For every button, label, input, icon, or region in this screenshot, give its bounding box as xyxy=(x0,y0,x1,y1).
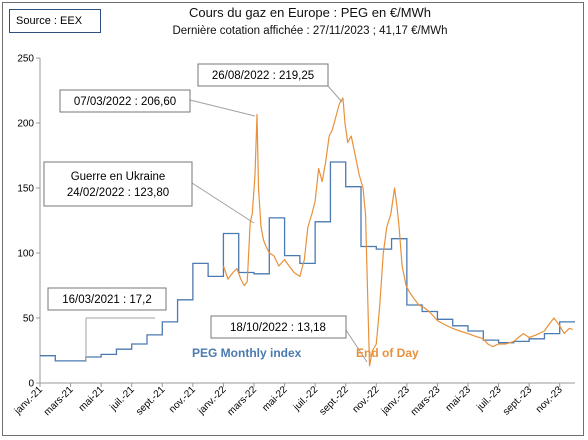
callout-1810: 18/10/2022 : 13,18 xyxy=(210,315,368,363)
callout-1810-text: 18/10/2022 : 13,18 xyxy=(230,322,326,334)
legend-end-of-day: End of Day xyxy=(356,346,419,360)
x-tick-label: juil.-23 xyxy=(474,384,504,414)
series-end-of-day-line xyxy=(222,97,573,367)
x-tick-label: mars-22 xyxy=(225,384,259,418)
callout-2608-text: 26/08/2022 : 219,25 xyxy=(212,70,314,82)
callout-ukraine-line1: Guerre en Ukraine xyxy=(71,171,166,183)
y-tick-label: 0 xyxy=(28,379,34,390)
x-tick-label: nov.-22 xyxy=(351,384,382,415)
x-tick-label: juil.-22 xyxy=(291,384,321,414)
x-tick-label: mars-23 xyxy=(409,384,443,418)
x-tick-label: nov.-21 xyxy=(167,384,198,415)
x-tick-label: mai-23 xyxy=(444,384,474,414)
legend-peg-monthly: PEG Monthly index xyxy=(192,346,302,360)
source-label: Source : EEX xyxy=(9,9,101,33)
callout-1603-text: 16/03/2021 : 17,2 xyxy=(62,294,152,306)
x-tick-label: janv.-22 xyxy=(195,384,228,417)
y-tick-label: 200 xyxy=(17,119,34,130)
chart-frame xyxy=(2,2,584,436)
callout-2608: 26/08/2022 : 219,25 xyxy=(197,63,343,103)
callout-ukraine-line2: 24/02/2022 : 123,80 xyxy=(67,187,169,199)
callout-0703: 07/03/2022 : 206,60 xyxy=(59,89,256,117)
x-tick-label: janv.-23 xyxy=(379,384,412,417)
x-tick-label: mars-21 xyxy=(42,384,76,418)
callout-0703-text: 07/03/2022 : 206,60 xyxy=(74,96,176,108)
y-tick-label: 250 xyxy=(17,54,34,65)
x-tick-label: sept.-23 xyxy=(501,384,535,418)
x-tick-label: juil.-21 xyxy=(108,384,138,414)
x-tick-label: mai-22 xyxy=(260,384,290,414)
series-peg-monthly-line xyxy=(40,161,575,362)
chart-title: Cours du gaz en Europe : PEG en €/MWh xyxy=(188,5,432,20)
chart-subtitle: Dernière cotation affichée : 27/11/2023 … xyxy=(172,25,448,37)
series-layer xyxy=(40,97,575,367)
x-tick-label: mai-21 xyxy=(77,384,107,414)
y-tick-label: 50 xyxy=(23,314,35,325)
x-tick-label: sept.-21 xyxy=(134,384,168,418)
x-tick-label: nov.-23 xyxy=(534,384,565,415)
callout-1603: 16/03/2021 : 17,2 xyxy=(47,287,167,362)
x-tick-label: sept.-22 xyxy=(318,384,352,418)
callout-ukraine: Guerre en Ukraine 24/02/2022 : 123,80 xyxy=(43,161,255,224)
y-tick-label: 100 xyxy=(17,249,34,260)
y-tick-label: 150 xyxy=(17,184,34,195)
